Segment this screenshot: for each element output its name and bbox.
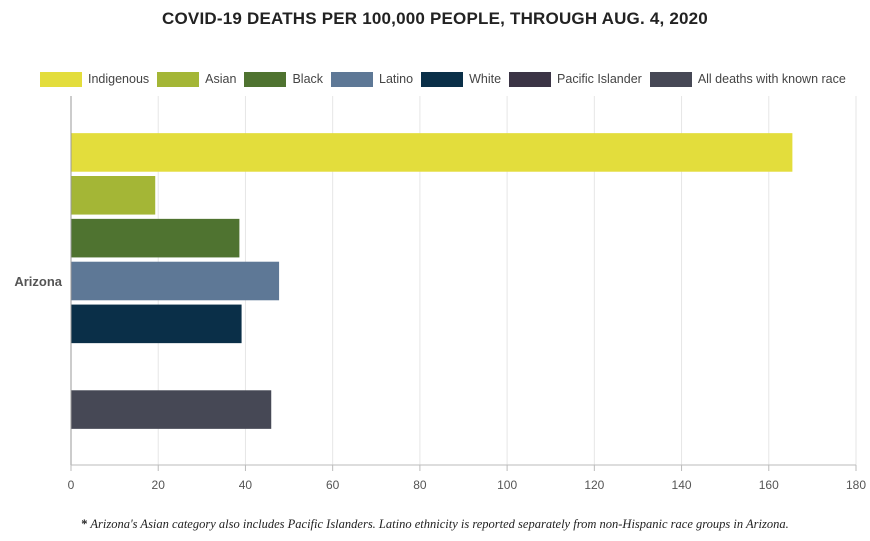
legend-label: Black — [292, 72, 324, 86]
legend-swatch — [40, 71, 82, 87]
legend-label: Latino — [379, 72, 414, 86]
legend-item[interactable]: Pacific Islander — [509, 71, 642, 87]
x-tick-label: 120 — [584, 478, 604, 492]
x-tick-label: 180 — [846, 478, 866, 492]
legend-label: All deaths with known race — [697, 72, 846, 86]
legend-swatch — [244, 71, 287, 87]
legend-swatch — [649, 71, 692, 87]
bar-all-deaths-with-known-race — [71, 390, 272, 429]
x-tick-label: 60 — [326, 478, 340, 492]
legend-item[interactable]: Black — [244, 71, 324, 87]
x-tick-label: 100 — [497, 478, 517, 492]
category-label: Arizona — [14, 274, 62, 289]
legend-swatch — [157, 71, 200, 87]
legend-swatch — [331, 71, 374, 87]
legend-label: Indigenous — [88, 72, 150, 86]
bar-indigenous — [71, 133, 793, 172]
x-tick-label: 40 — [239, 478, 253, 492]
x-tick-label: 20 — [152, 478, 166, 492]
legend-item[interactable]: Asian — [157, 71, 237, 87]
legend-item[interactable]: White — [421, 71, 502, 87]
x-tick-label: 140 — [672, 478, 692, 492]
x-tick-label: 160 — [759, 478, 779, 492]
footnote-text: Arizona's Asian category also includes P… — [90, 517, 789, 531]
bar-asian — [71, 176, 156, 215]
chart-title: COVID-19 DEATHS PER 100,000 PEOPLE, THRO… — [162, 9, 708, 28]
bar-black — [71, 218, 240, 258]
legend-swatch — [421, 71, 464, 87]
legend-label: White — [469, 72, 502, 86]
bar-latino — [71, 261, 280, 301]
legend-label: Asian — [205, 72, 237, 86]
legend-item[interactable]: All deaths with known race — [649, 71, 846, 87]
legend-item[interactable]: Latino — [331, 71, 414, 87]
legend-item[interactable]: Indigenous — [40, 71, 150, 87]
x-tick-label: 0 — [68, 478, 75, 492]
footnote-marker: * — [81, 517, 88, 531]
legend-label: Pacific Islander — [557, 72, 642, 86]
legend-swatch — [509, 71, 552, 87]
chart-legend: Indigenous Asian Black Latino White Pacific I… — [40, 70, 854, 88]
footnote: * Arizona's Asian category also includes… — [0, 517, 870, 532]
x-tick-label: 80 — [413, 478, 427, 492]
bar-white — [71, 304, 242, 344]
